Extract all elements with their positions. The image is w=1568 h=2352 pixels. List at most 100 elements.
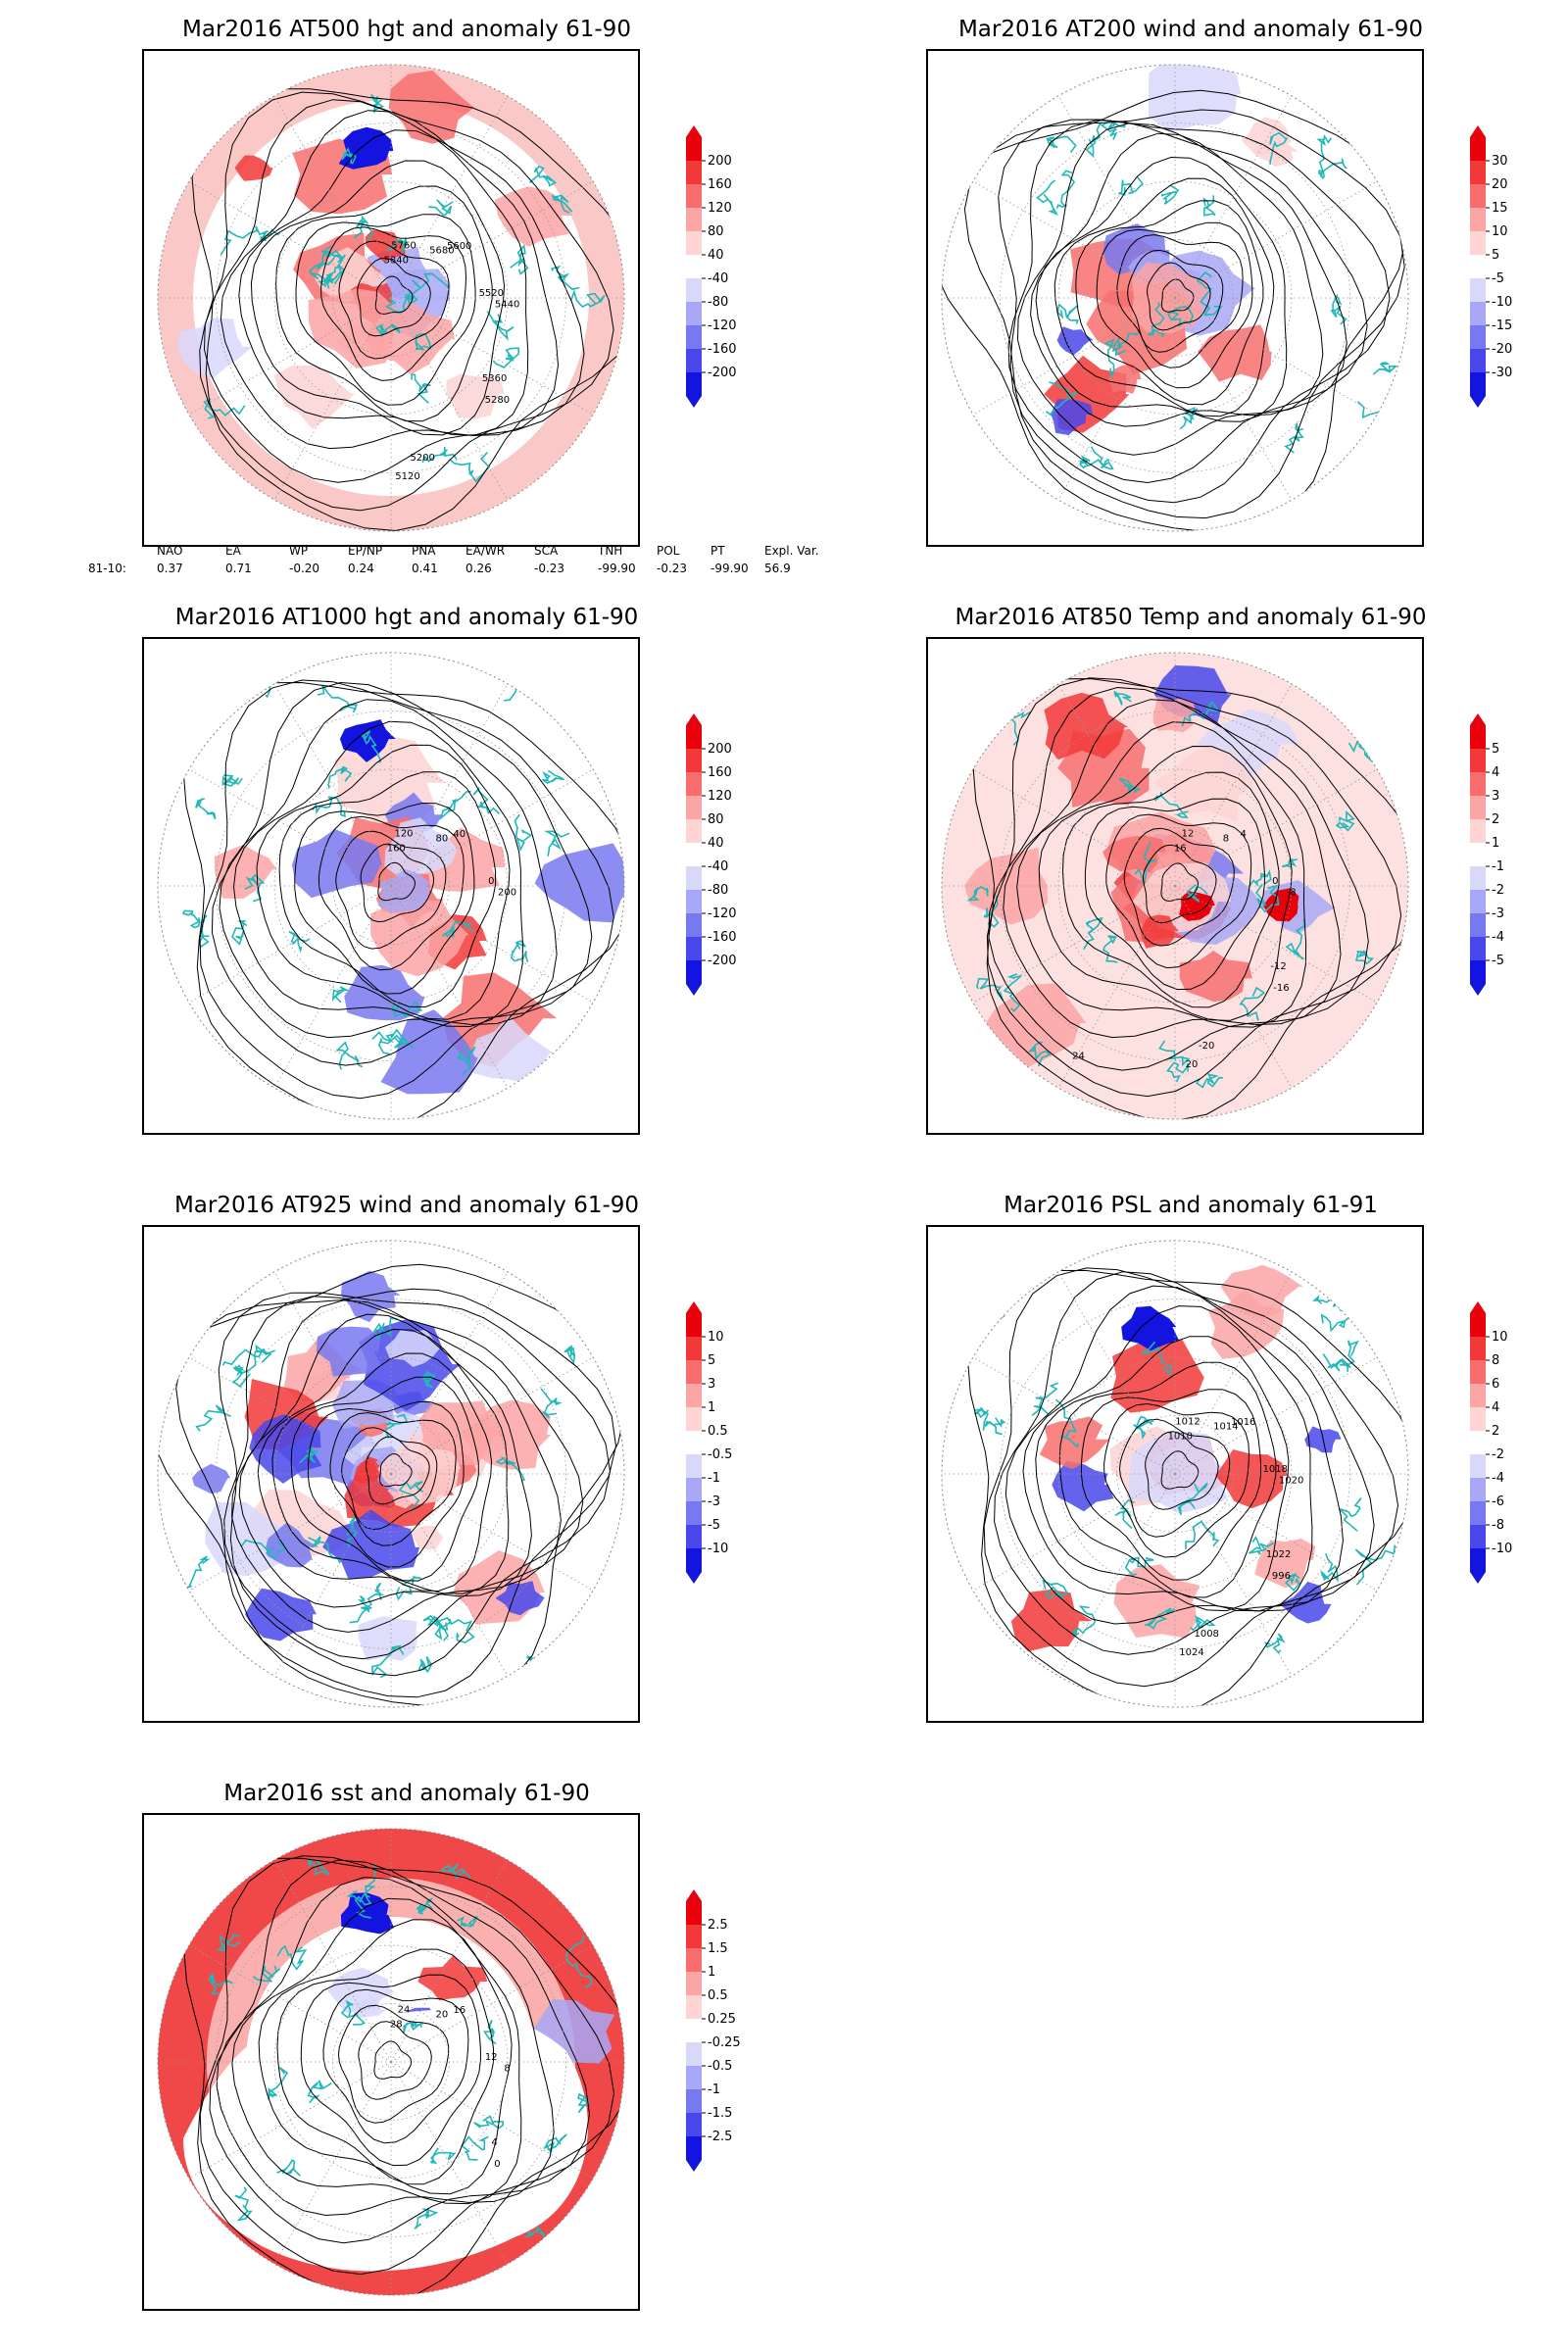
colorbar-segment <box>1470 937 1486 960</box>
coastline <box>374 322 401 337</box>
colorbar-segment <box>1470 325 1486 349</box>
coastline <box>461 2135 489 2161</box>
coastline <box>983 896 1000 928</box>
anomaly-ring <box>158 65 624 531</box>
coastline <box>422 1614 450 1642</box>
coastline <box>370 1644 405 1679</box>
panel-title: Mar2016 sst and anomaly 61-90 <box>223 1781 590 1806</box>
negative-anomaly-core <box>340 1892 394 1935</box>
coastline <box>276 1944 308 1971</box>
colorbar-segment <box>686 1384 702 1407</box>
colorbar-arrow-top <box>1470 125 1486 137</box>
contour-label: 1018 <box>1263 1464 1288 1475</box>
colorbar-tick-label: -8 <box>1492 1518 1504 1533</box>
contour-line <box>275 185 493 422</box>
streamline <box>963 109 1405 519</box>
colorbar-tick-label: -10 <box>1492 1542 1512 1556</box>
coastline <box>1114 1498 1135 1530</box>
coastline <box>276 2159 301 2177</box>
positive-anomaly-area <box>1220 1264 1303 1320</box>
coastline <box>564 1345 576 1365</box>
colorbar-segment <box>1470 137 1486 161</box>
colorbar: 200 160 120 80 40 -40 -80 -120 -160 -200 <box>686 125 823 412</box>
coastline <box>318 264 345 288</box>
map-frame: 1010 1012 1014 1016 1018 1020 1022 996 1008 1024 <box>926 1225 1424 1723</box>
colorbar-segment <box>1470 208 1486 231</box>
positive-anomaly-area <box>370 900 469 977</box>
contour-label: 16 <box>1174 844 1187 855</box>
negative-anomaly-core <box>339 719 396 762</box>
streamline <box>1016 122 1348 456</box>
colorbar-segment <box>686 1360 702 1384</box>
contour-label: 200 <box>498 887 516 898</box>
panel-psl: Mar2016 PSL and anomaly 61-91 1010 1012 10… <box>926 1186 1568 1744</box>
meridian-line <box>273 297 392 501</box>
colorbar-tick-label: -200 <box>708 954 737 968</box>
meridian-line <box>1174 1473 1378 1592</box>
contour-label: 1010 <box>1168 1432 1193 1443</box>
colorbar-segment <box>686 749 702 772</box>
contour-label: 12 <box>485 2052 498 2063</box>
colorbar-tick-label: 30 <box>1492 154 1508 169</box>
colorbar: 10 5 3 1 0.5 -0.5 -1 -3 -5 -10 <box>686 1301 823 1588</box>
streamline <box>378 1452 413 1488</box>
latitude-circle <box>216 1298 566 1649</box>
meridian-line <box>1174 95 1293 299</box>
meridian-line <box>273 2061 392 2265</box>
coastline <box>1372 362 1398 375</box>
negative-anomaly-area <box>1056 326 1094 356</box>
meridian-line <box>188 2061 392 2180</box>
colorbar-segment <box>686 161 702 184</box>
positive-anomaly-area <box>1113 1564 1200 1639</box>
contour-label: 1016 <box>1231 1417 1255 1428</box>
colorbar-arrow-bottom <box>686 396 702 408</box>
index-value-cell: -0.23 <box>534 562 565 575</box>
contour-line <box>1084 798 1265 991</box>
colorbar-arrow-bottom <box>686 2160 702 2172</box>
contour-line <box>182 681 624 1119</box>
colorbar-tick-label: -5 <box>708 1518 720 1533</box>
coastline <box>976 977 1004 1002</box>
colorbar-tick-label: 200 <box>708 154 732 169</box>
coastline <box>1196 270 1223 316</box>
coastline <box>221 774 243 788</box>
map-content <box>942 65 1408 531</box>
latitude-circle <box>216 122 566 473</box>
index-value-cell: 0.37 <box>157 562 183 575</box>
coastline <box>1312 1295 1343 1312</box>
panel-title: Mar2016 AT200 wind and anomaly 61-90 <box>957 17 1424 42</box>
positive-anomaly-area <box>388 70 475 144</box>
positive-anomaly-area <box>420 827 506 892</box>
contour-line <box>231 1897 522 2205</box>
contour-line <box>358 2021 432 2100</box>
colorbar-segment <box>686 278 702 302</box>
colorbar-segment <box>686 772 702 796</box>
streamline <box>1035 156 1288 422</box>
coastline <box>439 790 471 820</box>
colorbar-tick-label: -1 <box>708 2082 720 2097</box>
streamline <box>1007 120 1368 484</box>
coastline <box>1147 302 1165 338</box>
colorbar-tick-label: -1 <box>1492 859 1504 874</box>
latitude-circle <box>1000 122 1350 473</box>
meridian-line <box>1174 683 1293 887</box>
coastline <box>203 398 246 419</box>
negative-anomaly-area <box>266 1522 319 1568</box>
colorbar-tick-label: -40 <box>708 271 728 286</box>
contour-line <box>216 1877 555 2217</box>
index-header-cell: TNH <box>598 544 623 558</box>
contour-label: 5760 <box>391 240 416 251</box>
meridian-line <box>390 885 594 1004</box>
meridian-line <box>188 885 392 1004</box>
latitude-circle <box>273 180 509 416</box>
meridian-line <box>1057 885 1176 1089</box>
contour-line <box>1081 1389 1261 1581</box>
coastline <box>307 2080 332 2104</box>
positive-anomaly-area <box>1010 1590 1093 1652</box>
index-header-cell: EA/WR <box>466 544 506 558</box>
map-frame: 28 24 20 16 12 8 4 0 <box>142 1813 640 2311</box>
coastline <box>544 830 570 857</box>
colorbar-segment <box>686 1548 702 1572</box>
coastline <box>1054 1398 1079 1448</box>
coastline <box>569 289 606 308</box>
